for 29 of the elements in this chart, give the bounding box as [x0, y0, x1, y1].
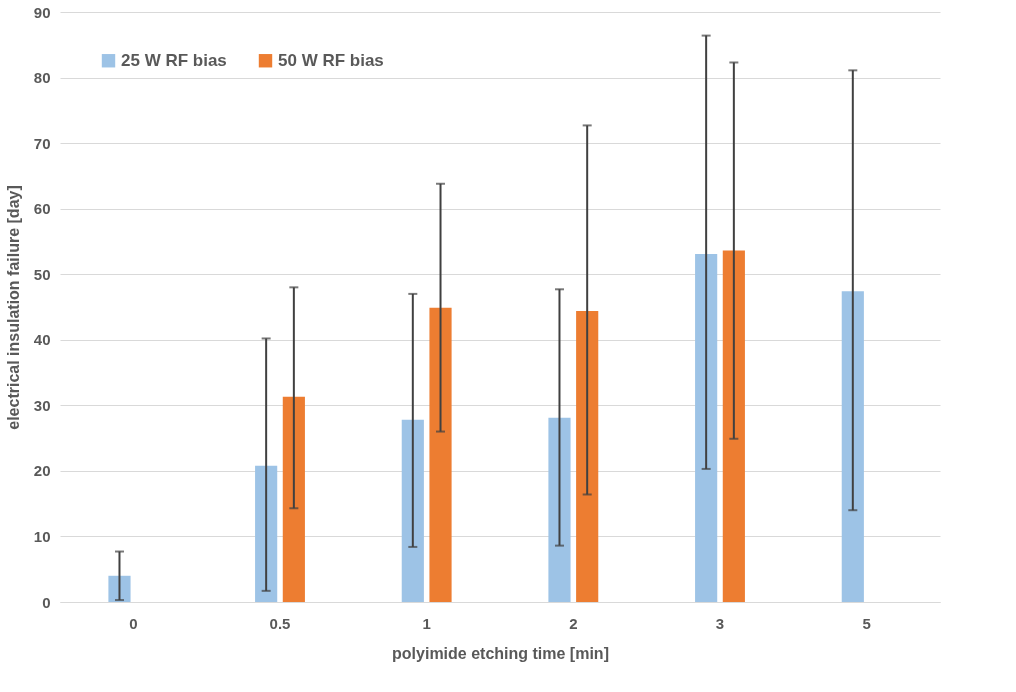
y-tick-label: 0 [42, 593, 51, 611]
x-tick-label: 5 [862, 614, 871, 632]
y-tick-label: 20 [33, 462, 51, 480]
y-tick-label: 90 [33, 3, 51, 21]
bar [576, 310, 599, 602]
bar [722, 250, 745, 602]
y-tick-label: 30 [33, 396, 51, 414]
bar [255, 465, 278, 602]
y-tick-label: 10 [33, 527, 51, 545]
x-tick-label: 3 [715, 614, 725, 632]
y-tick-label: 40 [33, 331, 51, 349]
legend-label: 25 W RF bias [121, 50, 227, 70]
bar [401, 419, 424, 602]
bar [429, 307, 452, 602]
x-tick-label: 0 [129, 614, 138, 632]
x-tick-label: 2 [569, 614, 578, 632]
x-axis-title: polyimide etching time [min] [392, 644, 609, 662]
x-tick-label: 1 [422, 614, 431, 632]
bar [548, 417, 571, 602]
y-tick-label: 50 [33, 265, 51, 283]
legend-label: 50 W RF bias [278, 50, 384, 70]
y-tick-label: 60 [33, 200, 51, 218]
bar [282, 396, 305, 602]
y-tick-label: 70 [33, 134, 51, 152]
y-tick-label: 80 [33, 69, 51, 87]
bar [695, 253, 718, 602]
x-tick-label: 0.5 [269, 614, 291, 632]
y-axis-title: electrical insulation failure [day] [4, 185, 22, 430]
bar [841, 291, 864, 602]
